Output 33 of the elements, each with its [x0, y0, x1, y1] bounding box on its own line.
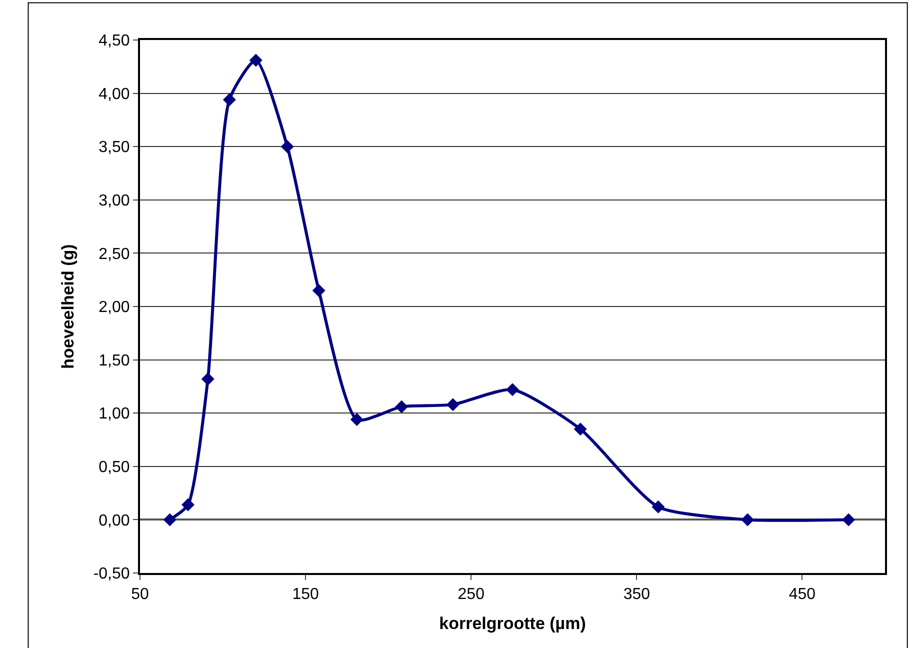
point	[741, 513, 754, 526]
point	[350, 413, 364, 426]
y-tick-label: 4,50	[98, 32, 130, 50]
point	[312, 284, 326, 298]
y-tick-label: 2,00	[98, 299, 130, 316]
y-tick-label: 3,50	[98, 139, 130, 156]
point	[446, 398, 460, 412]
point	[842, 513, 856, 526]
point	[249, 54, 262, 67]
x-tick-label: 150	[292, 586, 320, 604]
y-tick-label: 0,00	[98, 512, 130, 530]
y-axis-title: hoeveelheid (g)	[58, 244, 78, 369]
x-axis-title: korrelgrootte (µm)	[439, 614, 586, 634]
x-tick-label: 50	[131, 586, 149, 604]
y-tick-label: 3,00	[98, 192, 130, 210]
y-tick-label: -0,50	[93, 566, 130, 583]
point	[280, 140, 294, 154]
y-tick-label: 1,50	[98, 352, 130, 370]
y-tick-label: 0,50	[98, 459, 130, 476]
point	[201, 372, 214, 386]
point	[574, 422, 587, 436]
x-tick-label: 250	[458, 586, 485, 604]
x-tick-label: 350	[623, 586, 650, 604]
point	[506, 383, 519, 396]
point	[395, 400, 408, 414]
point	[652, 500, 665, 514]
x-tick-label: 450	[788, 586, 816, 604]
point	[163, 513, 176, 526]
point	[182, 498, 195, 512]
point	[222, 93, 236, 106]
y-tick-label: 2,50	[98, 246, 130, 263]
y-tick-label: 1,00	[98, 406, 130, 423]
y-tick-label: 4,00	[98, 86, 130, 103]
